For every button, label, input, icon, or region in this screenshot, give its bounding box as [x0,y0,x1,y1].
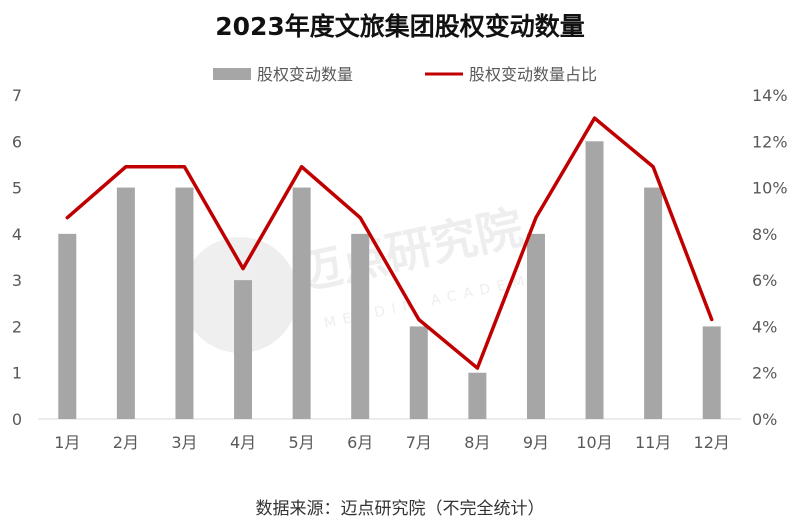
y-left-tick-label: 5 [12,179,22,198]
bar-series [58,141,721,420]
bar [234,280,253,419]
y-right-tick-label: 14% [752,86,788,105]
x-tick-label: 1月 [54,433,80,452]
bar [58,233,77,419]
y-right-tick-label: 6% [752,271,777,290]
bar [292,187,311,419]
y-right-tick-label: 0% [752,410,777,429]
y-left-tick-label: 1 [12,364,22,383]
legend-label-line: 股权变动数量占比 [469,65,597,84]
legend-swatch-bar [213,68,251,80]
x-tick-label: 9月 [523,433,549,452]
x-tick-label: 8月 [464,433,490,452]
line-series [65,116,714,370]
x-tick-label: 6月 [347,433,373,452]
bar [351,233,370,419]
chart-title: 2023年度文旅集团股权变动数量 [215,12,585,41]
legend-label-bar: 股权变动数量 [257,65,353,84]
y-right-tick-label: 8% [752,225,777,244]
y-left-tick-label: 3 [12,271,22,290]
x-tick-label: 12月 [694,433,730,452]
y-left-tick-label: 4 [12,225,22,244]
x-tick-label: 5月 [289,433,315,452]
source-note: 数据来源：迈点研究院（不完全统计） [256,499,545,519]
bar [116,187,135,419]
left-axis-ticks: 0 1 2 3 4 5 6 7 [12,86,22,429]
bar [409,326,428,419]
y-right-tick-label: 12% [752,132,788,151]
bar [468,372,487,419]
bar [585,141,604,420]
bar [526,233,545,419]
y-right-tick-label: 2% [752,364,777,383]
x-tick-label: 3月 [171,433,197,452]
x-tick-label: 11月 [635,433,671,452]
bar [175,187,194,419]
bar [702,326,721,419]
legend: 股权变动数量 股权变动数量占比 [213,65,597,84]
x-tick-label: 10月 [576,433,612,452]
y-right-tick-label: 10% [752,179,788,198]
y-left-tick-label: 0 [12,410,22,429]
x-tick-label: 7月 [406,433,432,452]
x-tick-label: 2月 [113,433,139,452]
y-left-tick-label: 6 [12,132,22,151]
series-line [65,116,714,370]
x-tick-label: 4月 [230,433,256,452]
y-right-tick-label: 4% [752,317,777,336]
right-axis-ticks: 0% 2% 4% 6% 8% 10% 12% 14% [752,86,788,429]
bar [644,187,663,419]
y-left-tick-label: 2 [12,317,22,336]
y-left-tick-label: 7 [12,86,22,105]
x-axis-ticks: 1月 2月 3月 4月 5月 6月 7月 8月 9月 10月 11月 12月 [54,433,730,452]
